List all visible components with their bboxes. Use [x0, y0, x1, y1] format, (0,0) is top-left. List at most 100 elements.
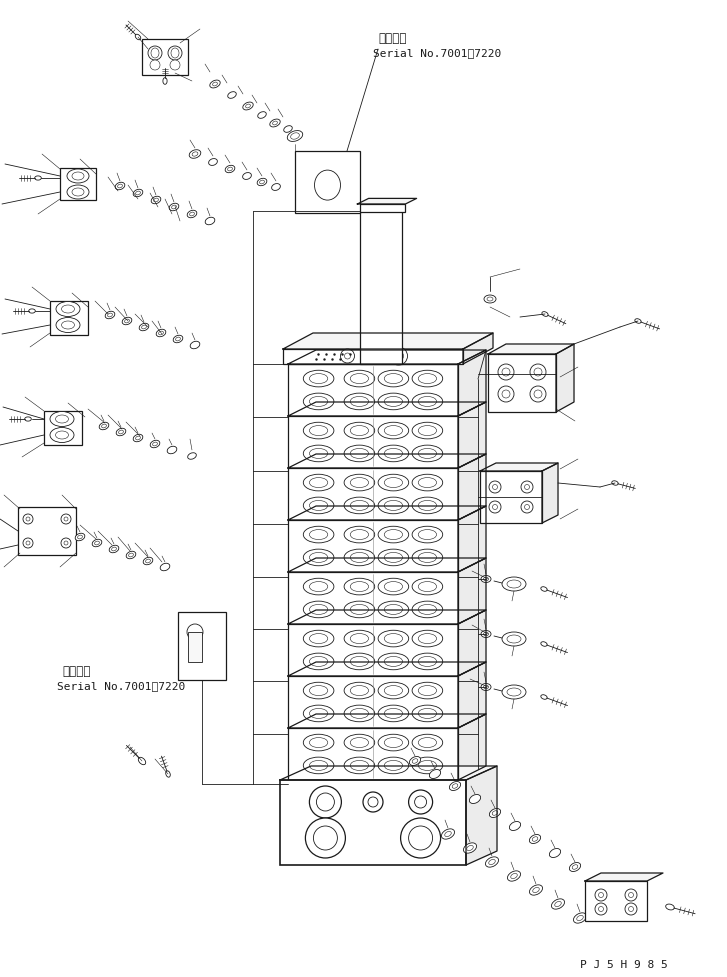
Ellipse shape: [228, 168, 233, 172]
Polygon shape: [463, 334, 493, 364]
Ellipse shape: [173, 336, 182, 343]
Ellipse shape: [541, 695, 547, 700]
Text: Serial No.7001～7220: Serial No.7001～7220: [57, 680, 185, 691]
Ellipse shape: [350, 582, 369, 592]
Ellipse shape: [572, 865, 578, 870]
Circle shape: [64, 541, 68, 545]
Ellipse shape: [143, 558, 153, 565]
Ellipse shape: [418, 582, 437, 592]
Ellipse shape: [350, 531, 369, 540]
Ellipse shape: [412, 630, 443, 647]
Ellipse shape: [529, 885, 542, 895]
Ellipse shape: [385, 397, 403, 407]
Ellipse shape: [108, 314, 113, 318]
Text: 適用号機: 適用号機: [62, 664, 90, 677]
Ellipse shape: [190, 213, 194, 217]
Ellipse shape: [385, 478, 403, 488]
Ellipse shape: [378, 394, 409, 410]
Ellipse shape: [430, 770, 441, 779]
Ellipse shape: [486, 857, 499, 868]
Ellipse shape: [315, 171, 340, 201]
Ellipse shape: [449, 782, 461, 790]
Ellipse shape: [167, 446, 177, 454]
Ellipse shape: [111, 547, 116, 551]
Ellipse shape: [418, 501, 437, 511]
Circle shape: [498, 387, 514, 403]
Bar: [60, 169, 96, 201]
Ellipse shape: [507, 580, 521, 588]
Ellipse shape: [142, 325, 146, 329]
Ellipse shape: [378, 423, 409, 440]
Polygon shape: [283, 334, 493, 350]
Ellipse shape: [385, 657, 403, 666]
Circle shape: [502, 391, 510, 399]
Ellipse shape: [310, 374, 328, 384]
Ellipse shape: [35, 177, 41, 181]
Ellipse shape: [124, 319, 129, 323]
Ellipse shape: [56, 302, 80, 318]
Ellipse shape: [344, 394, 374, 410]
Bar: [288, 624, 458, 676]
Ellipse shape: [210, 81, 220, 89]
Circle shape: [409, 790, 433, 814]
Ellipse shape: [303, 602, 334, 618]
Ellipse shape: [412, 683, 443, 700]
Ellipse shape: [344, 446, 374, 462]
Ellipse shape: [412, 757, 443, 774]
Ellipse shape: [487, 298, 493, 302]
Ellipse shape: [350, 374, 369, 384]
Bar: [50, 302, 88, 336]
Ellipse shape: [541, 642, 547, 647]
Bar: [295, 151, 360, 214]
Ellipse shape: [169, 204, 179, 212]
Ellipse shape: [378, 527, 409, 543]
Ellipse shape: [481, 575, 491, 583]
Ellipse shape: [136, 437, 140, 441]
Ellipse shape: [350, 449, 369, 459]
Circle shape: [368, 797, 378, 807]
Ellipse shape: [344, 705, 374, 722]
Ellipse shape: [507, 688, 521, 697]
Ellipse shape: [385, 605, 403, 615]
Polygon shape: [458, 559, 486, 624]
Ellipse shape: [136, 191, 140, 195]
Ellipse shape: [133, 191, 142, 197]
Ellipse shape: [303, 446, 334, 462]
Ellipse shape: [507, 871, 521, 881]
Ellipse shape: [115, 183, 125, 191]
Circle shape: [498, 364, 514, 381]
Polygon shape: [542, 463, 558, 524]
Circle shape: [390, 348, 408, 365]
Circle shape: [148, 47, 162, 61]
Circle shape: [524, 485, 529, 490]
Ellipse shape: [452, 784, 458, 788]
Ellipse shape: [611, 482, 618, 486]
Bar: [361, 210, 403, 364]
Polygon shape: [280, 766, 497, 781]
Circle shape: [521, 482, 533, 493]
Circle shape: [61, 538, 71, 548]
Ellipse shape: [310, 708, 328, 719]
Circle shape: [595, 903, 607, 915]
Circle shape: [502, 368, 510, 376]
Ellipse shape: [502, 632, 526, 647]
Ellipse shape: [532, 837, 538, 841]
Ellipse shape: [552, 899, 565, 910]
Ellipse shape: [481, 631, 491, 638]
Circle shape: [489, 482, 501, 493]
Ellipse shape: [67, 186, 89, 199]
Ellipse shape: [350, 501, 369, 511]
Ellipse shape: [541, 587, 547, 592]
Ellipse shape: [344, 578, 374, 595]
Polygon shape: [288, 454, 486, 469]
Ellipse shape: [138, 757, 145, 765]
Circle shape: [26, 541, 30, 545]
Circle shape: [23, 538, 33, 548]
Bar: [288, 676, 458, 728]
Ellipse shape: [344, 757, 374, 774]
Ellipse shape: [303, 394, 334, 410]
Ellipse shape: [385, 374, 403, 384]
Ellipse shape: [310, 686, 328, 696]
Polygon shape: [288, 506, 486, 521]
Ellipse shape: [270, 120, 280, 128]
